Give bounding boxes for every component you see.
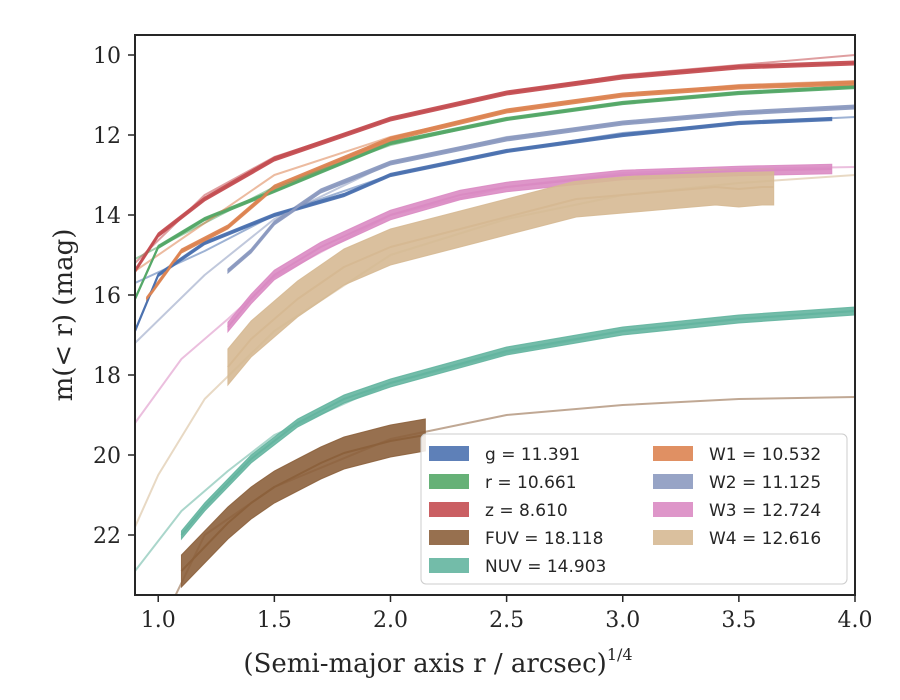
legend-swatch xyxy=(429,558,469,573)
plot-frame xyxy=(134,34,856,596)
series-5-profile-line xyxy=(145,82,855,300)
y-axis-label: m(< r) (mag) xyxy=(49,229,79,402)
legend-swatch xyxy=(429,446,469,461)
series-2-profile-line xyxy=(135,62,855,272)
x-tick-label: 4.0 xyxy=(838,608,873,633)
legend-label: FUV = 18.118 xyxy=(485,529,603,549)
legend-swatch xyxy=(653,530,693,545)
series-bands xyxy=(135,60,855,589)
legend-label: W3 = 12.724 xyxy=(709,501,821,521)
series-7-band xyxy=(227,163,833,334)
legend-swatch xyxy=(653,502,693,517)
x-tick-label: 2.5 xyxy=(489,608,524,633)
legend-swatch xyxy=(429,474,469,489)
legend-swatch xyxy=(653,446,693,461)
series-3-profile-line xyxy=(180,434,426,572)
series-lines xyxy=(135,62,855,572)
legend-label: W4 = 12.616 xyxy=(709,529,821,549)
y-tick-label: 20 xyxy=(93,444,121,469)
legend-label: g = 11.391 xyxy=(485,445,580,465)
series-8-band xyxy=(227,168,775,387)
series-4-band xyxy=(180,306,855,541)
y-tick-label: 14 xyxy=(93,204,121,229)
series-5-band xyxy=(146,80,855,303)
x-tick-label: 3.0 xyxy=(605,608,640,633)
series-6-profile-line xyxy=(227,106,855,272)
y-tick-label: 16 xyxy=(93,284,121,309)
series-0-profile-line xyxy=(135,118,832,332)
legend-label: NUV = 14.903 xyxy=(485,557,606,577)
y-tick-label: 10 xyxy=(93,44,121,69)
x-tick-label: 1.5 xyxy=(257,608,292,633)
legend-label: W2 = 11.125 xyxy=(709,473,821,493)
series-4-profile-line xyxy=(180,310,855,536)
series-7-profile-line xyxy=(227,168,832,328)
y-tick-label: 18 xyxy=(93,364,121,389)
x-axis-label-main: (Semi-major axis r / arcsec) xyxy=(243,649,606,679)
x-axis: 1.0 1.5 2.0 2.5 3.0 3.5 4.0 xyxy=(141,595,873,633)
legend-label: z = 8.610 xyxy=(485,501,568,521)
series-6-band xyxy=(227,104,855,275)
x-tick-label: 2.0 xyxy=(373,608,408,633)
legend-label: r = 10.661 xyxy=(485,473,577,493)
legend-swatch xyxy=(429,502,469,517)
series-3-model-line xyxy=(174,396,855,595)
series-1-profile-line xyxy=(135,86,855,300)
legend-swatch xyxy=(429,530,469,545)
y-tick-label: 12 xyxy=(93,124,121,149)
legend-label: W1 = 10.532 xyxy=(709,445,821,465)
y-axis: 10 12 14 16 18 20 22 xyxy=(93,44,135,549)
x-tick-label: 3.5 xyxy=(721,608,756,633)
x-axis-label-exponent: 1/4 xyxy=(607,645,633,664)
series-8-model-line xyxy=(135,174,855,528)
x-axis-label: (Semi-major axis r / arcsec)1/4 xyxy=(243,645,632,679)
x-tick-label: 1.0 xyxy=(141,608,176,633)
legend: g = 11.391 r = 10.661 z = 8.610 FUV = 18.11… xyxy=(420,433,848,585)
legend-box xyxy=(420,433,848,585)
y-tick-label: 22 xyxy=(93,524,121,549)
series-8-profile-line xyxy=(227,186,774,368)
legend-swatch xyxy=(653,474,693,489)
